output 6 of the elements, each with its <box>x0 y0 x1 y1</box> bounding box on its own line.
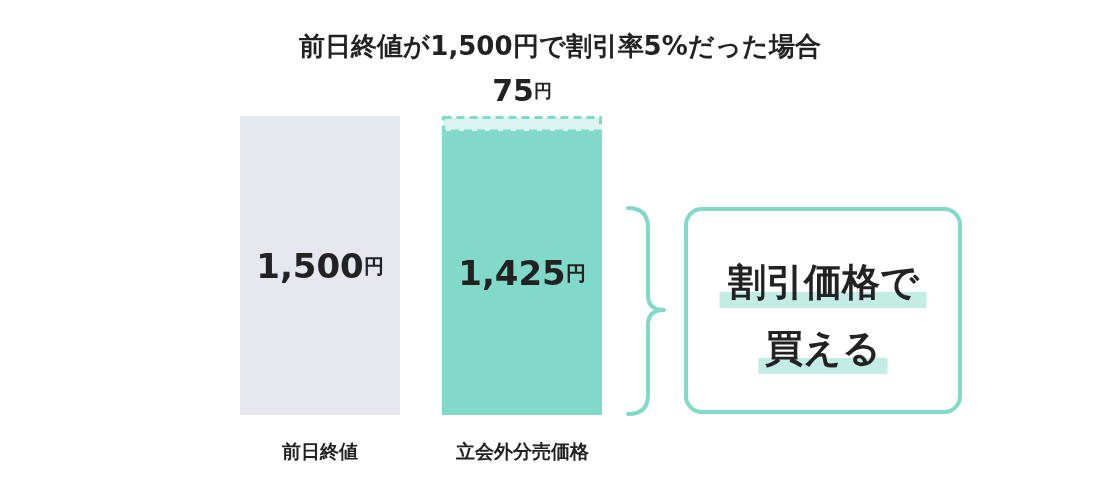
text: 買える <box>765 326 881 370</box>
x-tick-label: 立会外分売価格 <box>454 440 590 462</box>
text: 割引価格で <box>727 260 920 304</box>
x-tick-label: 前日終値 <box>281 440 358 462</box>
chart-title: 前日終値が1,500円で割引率5%だった場合 <box>298 31 821 61</box>
data-label: 75円 <box>492 72 552 108</box>
